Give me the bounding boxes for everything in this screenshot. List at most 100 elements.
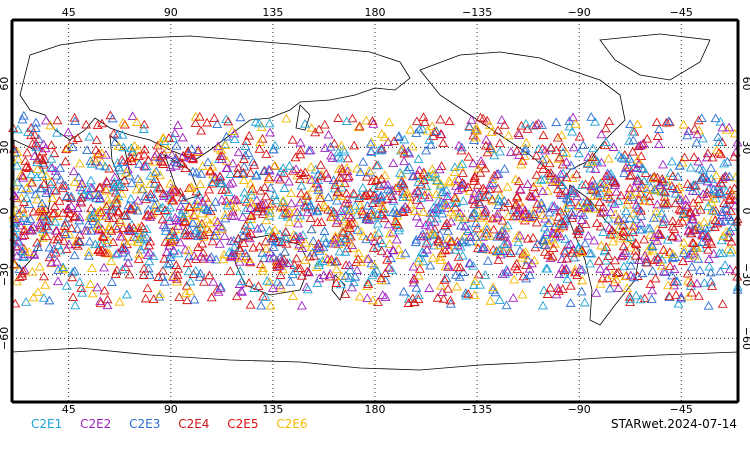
station-marker bbox=[451, 281, 462, 291]
station-marker bbox=[443, 226, 453, 235]
station-marker bbox=[536, 198, 547, 207]
station-marker bbox=[258, 166, 269, 175]
station-marker bbox=[633, 141, 644, 151]
station-marker bbox=[513, 128, 524, 137]
station-marker bbox=[619, 248, 630, 258]
station-marker bbox=[357, 206, 368, 216]
station-marker bbox=[539, 247, 550, 256]
station-marker bbox=[691, 137, 702, 147]
station-marker bbox=[331, 278, 342, 287]
station-marker bbox=[12, 147, 23, 156]
station-marker bbox=[112, 223, 123, 233]
station-marker bbox=[319, 226, 330, 235]
station-marker bbox=[217, 222, 227, 232]
station-marker bbox=[377, 238, 388, 248]
station-marker bbox=[561, 193, 572, 203]
station-marker bbox=[83, 247, 94, 257]
station-marker bbox=[405, 199, 416, 209]
station-marker bbox=[172, 276, 182, 286]
station-marker bbox=[221, 114, 232, 124]
station-marker bbox=[354, 121, 365, 131]
station-marker bbox=[542, 186, 553, 195]
station-marker bbox=[196, 251, 207, 261]
station-marker bbox=[246, 189, 257, 199]
station-marker bbox=[435, 129, 446, 138]
station-marker bbox=[275, 270, 286, 279]
station-marker bbox=[280, 232, 291, 241]
station-marker bbox=[630, 250, 641, 260]
station-marker bbox=[27, 177, 38, 187]
station-marker bbox=[318, 270, 329, 280]
station-marker bbox=[46, 249, 57, 258]
station-marker bbox=[264, 225, 275, 235]
station-marker bbox=[323, 204, 334, 214]
station-marker bbox=[295, 231, 306, 241]
station-marker bbox=[727, 222, 738, 231]
station-marker bbox=[667, 253, 678, 263]
station-marker bbox=[168, 272, 179, 281]
station-marker bbox=[520, 118, 531, 128]
station-marker bbox=[616, 152, 627, 162]
station-marker bbox=[141, 194, 152, 204]
station-marker bbox=[67, 272, 78, 282]
station-marker bbox=[175, 201, 186, 211]
station-marker bbox=[49, 208, 60, 217]
station-marker bbox=[415, 231, 426, 241]
station-marker bbox=[703, 300, 714, 310]
station-marker bbox=[207, 161, 218, 171]
station-marker bbox=[19, 251, 30, 261]
station-marker bbox=[471, 218, 482, 228]
station-marker bbox=[52, 256, 62, 266]
station-marker bbox=[334, 172, 345, 182]
station-marker bbox=[582, 158, 593, 168]
station-marker bbox=[708, 184, 719, 194]
station-marker bbox=[429, 127, 440, 136]
station-marker bbox=[460, 288, 471, 297]
station-marker bbox=[88, 216, 98, 225]
station-marker bbox=[253, 281, 264, 290]
station-marker bbox=[62, 191, 73, 200]
station-marker bbox=[703, 254, 714, 263]
station-marker bbox=[562, 240, 573, 250]
bottom-tick-label: 135 bbox=[262, 403, 283, 416]
station-marker bbox=[411, 211, 422, 221]
station-marker bbox=[131, 201, 142, 211]
station-marker bbox=[245, 220, 256, 230]
station-marker bbox=[427, 169, 438, 179]
station-marker bbox=[155, 203, 166, 212]
station-marker bbox=[605, 193, 615, 203]
station-marker bbox=[592, 156, 603, 166]
station-marker bbox=[141, 232, 152, 242]
station-marker bbox=[686, 261, 697, 271]
station-marker bbox=[651, 117, 662, 127]
station-marker bbox=[198, 276, 209, 286]
station-marker bbox=[180, 216, 191, 226]
station-marker bbox=[313, 238, 324, 248]
station-marker bbox=[532, 199, 543, 208]
station-marker bbox=[191, 225, 201, 235]
station-marker bbox=[193, 242, 204, 251]
station-marker bbox=[96, 118, 107, 128]
station-marker bbox=[618, 241, 629, 251]
station-marker bbox=[512, 264, 523, 274]
station-marker bbox=[641, 184, 652, 193]
station-marker bbox=[205, 206, 216, 216]
station-marker bbox=[112, 194, 123, 204]
station-marker bbox=[278, 254, 289, 264]
station-marker bbox=[435, 280, 446, 290]
station-marker bbox=[416, 179, 427, 189]
station-marker bbox=[16, 184, 27, 194]
station-marker bbox=[184, 202, 195, 211]
station-marker bbox=[95, 207, 106, 217]
station-marker bbox=[603, 169, 614, 179]
station-marker bbox=[305, 200, 316, 210]
station-marker bbox=[188, 154, 199, 164]
station-marker bbox=[497, 215, 508, 225]
station-marker bbox=[721, 199, 732, 209]
station-marker bbox=[196, 125, 207, 135]
station-marker bbox=[272, 276, 283, 286]
top-tick-label: 135 bbox=[262, 6, 283, 19]
station-marker bbox=[580, 179, 591, 189]
station-marker bbox=[571, 225, 582, 235]
station-marker bbox=[37, 211, 48, 221]
